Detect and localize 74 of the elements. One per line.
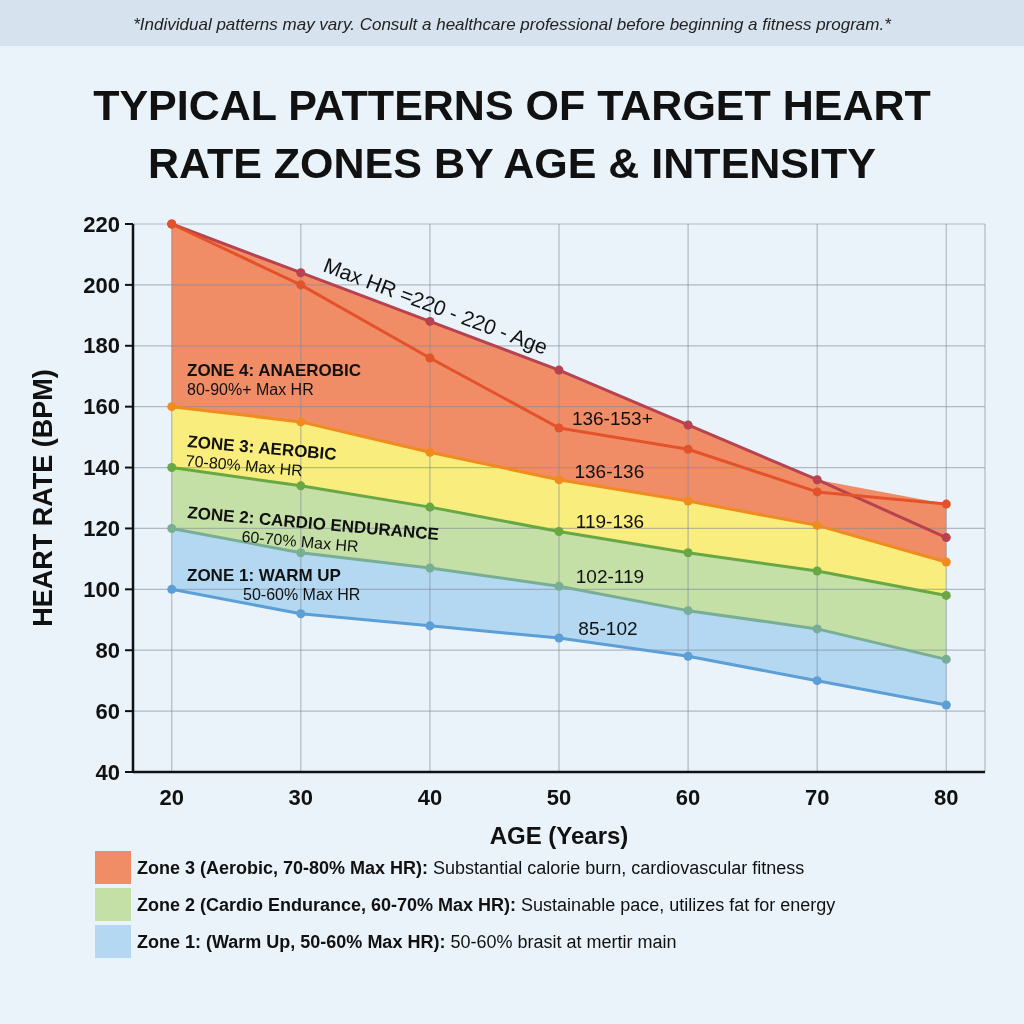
text: *Individual patterns may vary. Consult a healthcare professional before beginning a fitness program.* (133, 15, 893, 34)
annotation: ZONE 4: ANAEROBIC 80-90%+ Max HR (187, 361, 362, 398)
y-tick-label: 200 (83, 272, 120, 298)
annotation: ZONE 1: WARM UP 50-60% Max HR (187, 566, 361, 603)
annotation: ZONE 2: CARDIO ENDURANCE 60-70% Max HR (186, 503, 440, 556)
point (941, 590, 951, 600)
y-tick-label: 120 (83, 516, 120, 542)
annotation: ZONE 3: AEROBIC 70-80% Max HR (185, 432, 338, 480)
point (812, 676, 822, 686)
point (812, 566, 822, 576)
point (683, 548, 693, 558)
text: Max HR =220 - 220 - Age (320, 253, 551, 359)
point (683, 444, 693, 454)
point (812, 475, 822, 485)
chart-title: TYPICAL PATTERNS OF TARGET HEART RATE ZONES BY AGE & INTENSITY (93, 81, 931, 187)
point (167, 463, 177, 473)
point (167, 584, 177, 594)
point (941, 700, 951, 710)
point (425, 316, 435, 326)
point (425, 502, 435, 512)
annotation: 102-119 (575, 566, 645, 588)
point (554, 633, 564, 643)
x-tick-label: 20 (159, 785, 184, 810)
x-tick-label: 70 (804, 785, 830, 810)
y-tick-label: 40 (95, 759, 120, 785)
y-tick-label: 100 (83, 577, 120, 603)
point (554, 475, 564, 485)
point (554, 581, 564, 591)
point (683, 606, 693, 616)
x-axis-title: AGE (Years) (489, 822, 629, 849)
x-tick-label: 40 (417, 785, 443, 810)
annotation: 119-136 (575, 511, 645, 533)
point (425, 447, 435, 457)
point (425, 563, 435, 573)
x-tick-label: 50 (546, 785, 572, 810)
y-tick-label: 220 (83, 211, 120, 237)
y-tick-label: 180 (83, 333, 120, 359)
x-tick-label: 30 (288, 785, 314, 810)
point (296, 417, 306, 427)
point (167, 523, 177, 533)
y-tick-label: 80 (95, 637, 120, 663)
y-axis-title: HEART RATE (BPM) (28, 369, 58, 627)
point (296, 268, 306, 278)
annotation: 85-102 (578, 618, 638, 639)
point (554, 526, 564, 536)
point (683, 496, 693, 506)
point (296, 481, 306, 491)
point (941, 533, 951, 543)
point (812, 487, 822, 497)
y-tick-label: 140 (83, 455, 120, 481)
point (554, 365, 564, 375)
legend-label: Zone 2 (Cardio Endurance, 60-70% Max HR): Sustainable pace, utilizes fat for energy (137, 895, 836, 916)
y-tick-label: 160 (83, 394, 120, 420)
legend-label: Zone 3 (Aerobic, 70-80% Max HR): Substantial calorie burn, cardiovascular fitness (137, 858, 805, 879)
annotation: 136-136 (574, 461, 645, 483)
annotation: 136-153+ (571, 407, 653, 429)
point (425, 353, 435, 363)
y-tick-label: 60 (95, 698, 120, 724)
point (683, 651, 693, 661)
point (941, 499, 951, 509)
point (683, 420, 693, 430)
point (812, 624, 822, 634)
point (167, 402, 177, 412)
point (941, 557, 951, 567)
point (296, 280, 306, 290)
point (296, 548, 306, 558)
legend-label: Zone 1: (Warm Up, 50-60% Max HR): 50-60% brasit at mertir main (137, 932, 677, 953)
point (554, 423, 564, 433)
point (812, 520, 822, 530)
x-tick-label: 80 (934, 785, 959, 810)
point (296, 609, 306, 619)
point (425, 621, 435, 631)
point (941, 654, 951, 664)
x-tick-label: 60 (675, 785, 701, 810)
